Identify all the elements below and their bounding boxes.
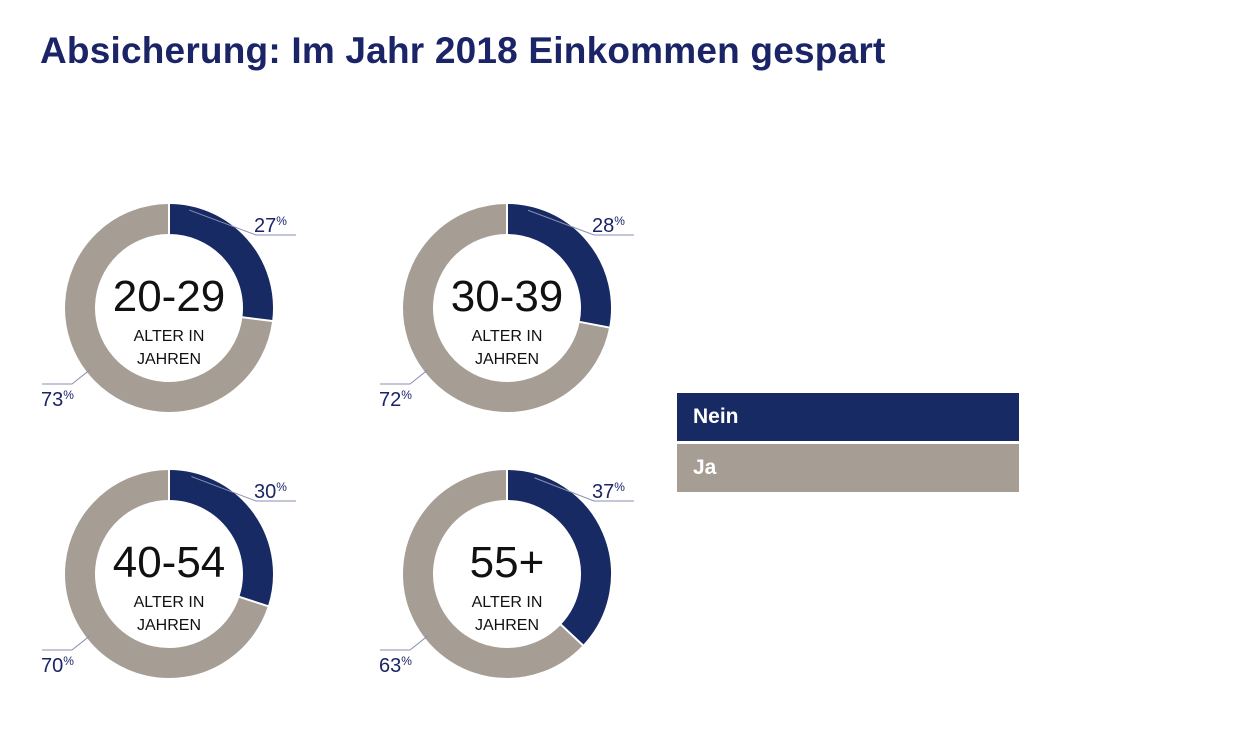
segment-nein [168,470,273,607]
label-nein: 37% [592,480,625,503]
age-caption-line1: ALTER IN [134,328,205,345]
age-group-label: 20-29 [113,272,226,321]
leader-line-nein [191,476,296,502]
donut-20-29: 20-29 ALTER IN JAHREN 27% 73% [41,203,296,412]
donut-40-54: 40-54 ALTER IN JAHREN 30% 70% [41,469,296,678]
age-caption-line1: ALTER IN [472,594,543,611]
age-group-label: 40-54 [113,538,226,587]
segment-nein [506,470,611,646]
label-nein: 27% [254,214,287,237]
leader-line-nein [527,209,634,236]
segment-separator [559,623,585,647]
legend: Nein Ja [677,393,1019,492]
legend-item-nein: Nein [677,393,1019,441]
age-group-label: 55+ [470,538,545,587]
segment-separator [238,595,270,608]
segment-ja [65,204,273,412]
donut-30-39: 30-39 ALTER IN JAHREN 28% 72% [379,203,634,412]
leader-line-nein [189,209,296,236]
label-nein: 30% [254,480,287,503]
age-caption-line2: JAHREN [475,351,539,368]
donut-55+: 55+ ALTER IN JAHREN 37% 63% [379,469,634,678]
label-ja: 72% [379,388,412,411]
segment-ja [403,470,583,678]
age-caption-line2: JAHREN [475,617,539,634]
age-caption-line2: JAHREN [137,617,201,634]
age-caption-line1: ALTER IN [472,328,543,345]
label-ja: 73% [41,388,74,411]
segment-separator [241,316,274,323]
segment-separator [578,320,611,329]
leader-line-ja [42,369,91,385]
label-ja: 70% [41,654,74,677]
chart-title: Absicherung: Im Jahr 2018 Einkommen gesp… [40,30,886,71]
segment-ja [403,204,610,412]
leader-line-ja [380,369,429,385]
leader-line-ja [42,635,91,651]
leader-line-nein [534,477,634,502]
segment-ja [65,470,268,678]
age-caption-line2: JAHREN [137,351,201,368]
label-ja: 63% [379,654,412,677]
legend-item-ja: Ja [677,444,1019,492]
leader-line-ja [380,635,429,651]
label-nein: 28% [592,214,625,237]
age-caption-line1: ALTER IN [134,594,205,611]
age-group-label: 30-39 [451,272,564,321]
segment-nein [506,204,611,328]
segment-nein [168,204,273,322]
